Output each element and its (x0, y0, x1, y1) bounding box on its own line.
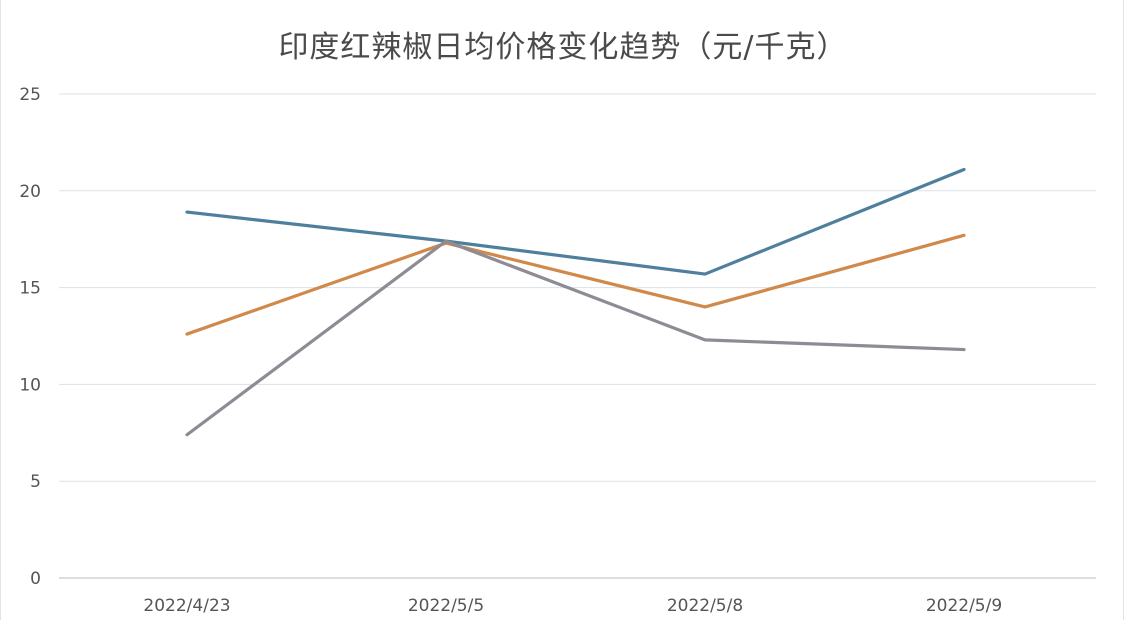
series-line-1 (185, 167, 966, 276)
series-line-2 (185, 233, 966, 336)
y-tick-label: 10 (19, 375, 41, 395)
y-axis-ticks: 0 5 10 15 20 25 (19, 85, 41, 589)
x-tick-label: 2022/5/5 (408, 596, 484, 616)
y-tick-label: 15 (19, 279, 41, 299)
series-lines (185, 167, 966, 437)
x-tick-label: 2022/5/8 (667, 596, 743, 616)
y-tick-label: 5 (30, 472, 41, 492)
y-tick-label: 0 (30, 569, 41, 589)
series-line-3 (185, 239, 966, 437)
grid-lines (59, 93, 1096, 482)
x-tick-label: 2022/5/9 (926, 596, 1002, 616)
y-tick-label: 20 (19, 182, 41, 202)
y-tick-label: 25 (19, 85, 41, 105)
x-tick-label: 2022/4/23 (143, 596, 230, 616)
x-axis-ticks: 2022/4/23 2022/5/5 2022/5/8 2022/5/9 (143, 596, 1002, 616)
chart-title: 印度红辣椒日均价格变化趋势（元/千克） (278, 30, 848, 65)
